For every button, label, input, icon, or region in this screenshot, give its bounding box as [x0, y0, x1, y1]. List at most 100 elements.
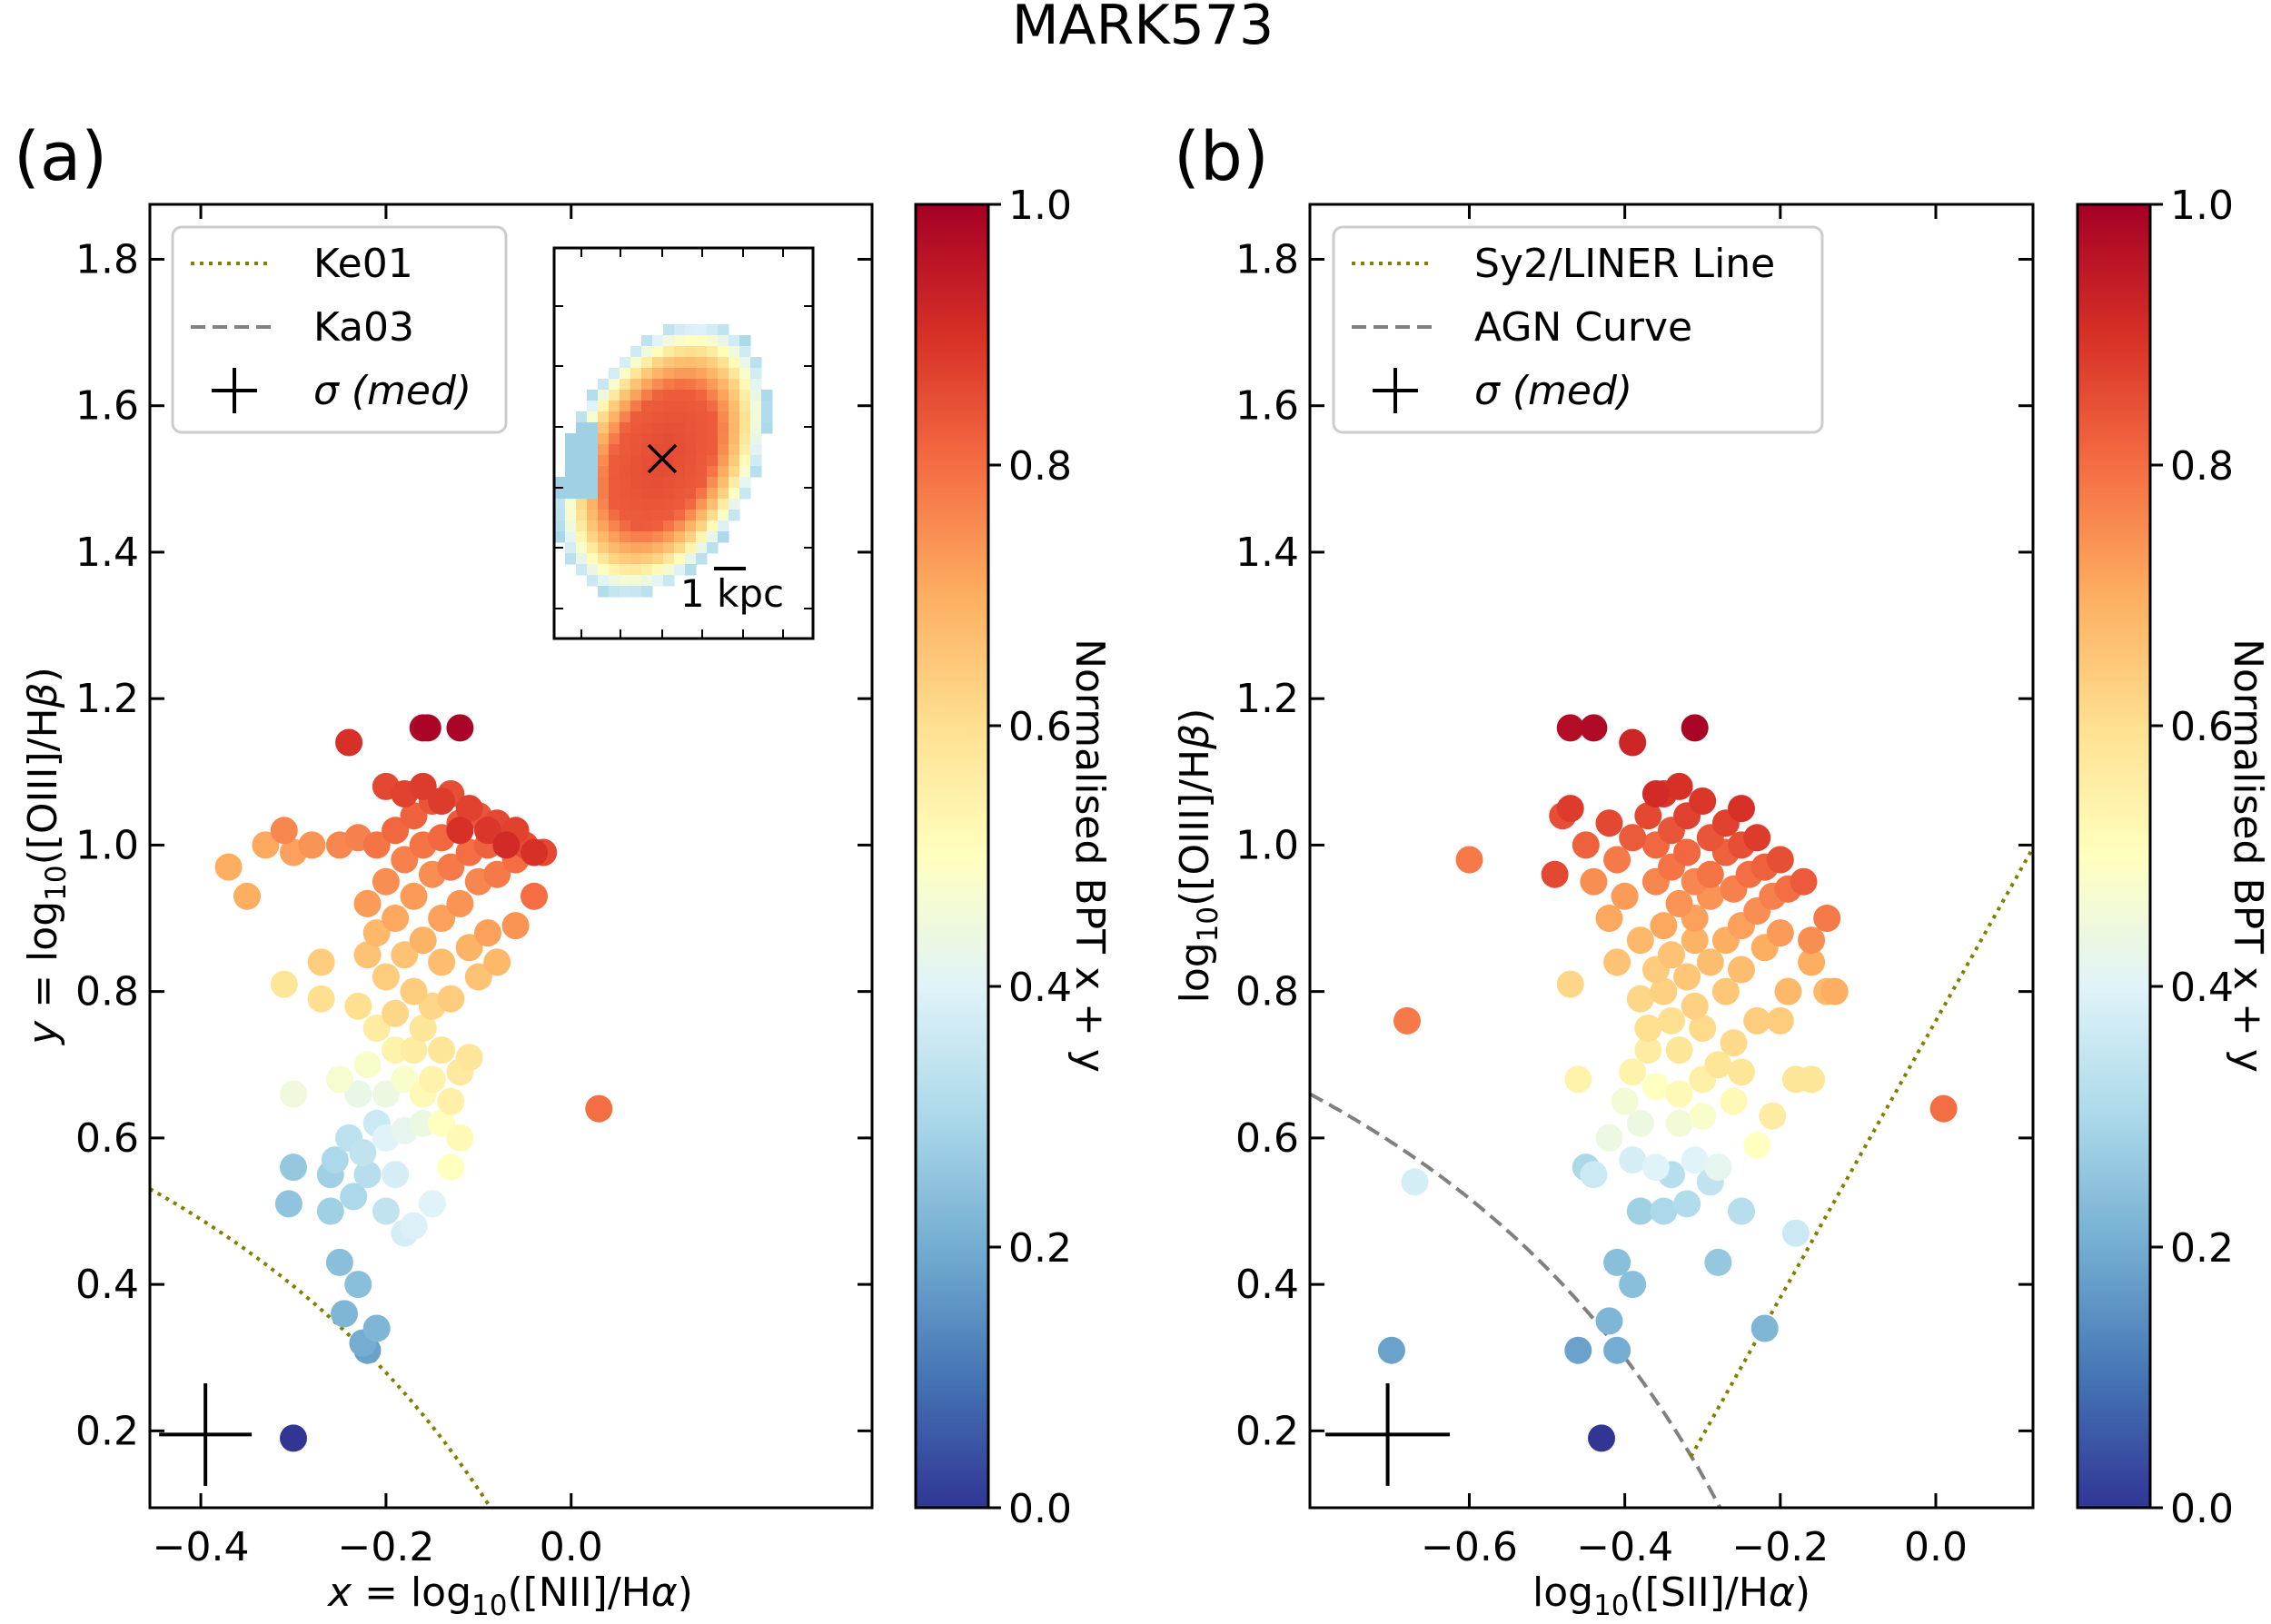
inset-pixel	[685, 520, 697, 532]
inset-pixel	[685, 346, 697, 358]
inset-pixel	[630, 444, 642, 456]
data-point	[1603, 846, 1631, 874]
data-point	[372, 1080, 400, 1108]
data-point	[391, 846, 419, 874]
inset-pixel	[587, 422, 599, 434]
data-point	[455, 795, 483, 823]
data-point	[1728, 1197, 1755, 1225]
inset-pixel	[685, 499, 697, 510]
inset-pixel	[696, 401, 708, 412]
data-point	[1704, 1154, 1732, 1182]
inset-pixel	[674, 390, 686, 401]
inset-pixel	[663, 324, 675, 336]
inset-pixel	[576, 422, 588, 434]
inset-pixel	[718, 510, 729, 521]
legend-sigma-label: σ (med)	[313, 368, 471, 414]
inset-pixel	[707, 477, 719, 489]
inset-pixel	[739, 379, 751, 391]
inset-pixel	[641, 466, 653, 478]
data-point	[1572, 831, 1600, 859]
inset-pixel	[718, 466, 729, 478]
inset-pixel	[750, 368, 762, 380]
inset-pixel	[620, 499, 631, 510]
inset-pixel	[718, 357, 729, 369]
inset-pixel	[696, 346, 708, 358]
inset-pixel	[663, 520, 675, 532]
inset-pixel	[576, 411, 588, 423]
data-point	[252, 831, 280, 859]
data-point	[1455, 846, 1483, 874]
colorbar-b-label: Normalised BPT x + y	[2225, 639, 2271, 1073]
inset-frame	[552, 246, 815, 640]
inset-pixel	[620, 444, 631, 456]
inset-pixel	[729, 368, 740, 380]
data-point	[1595, 1124, 1623, 1152]
inset-pixel	[609, 422, 620, 434]
inset-pixel	[598, 477, 610, 489]
inset-pixel	[641, 488, 653, 500]
data-point	[1611, 1087, 1639, 1115]
data-point	[1556, 795, 1584, 823]
inset-pixel	[609, 466, 620, 478]
y-tick-label: 0.4	[75, 1262, 139, 1308]
inset-pixel	[707, 357, 719, 369]
inset-pixel	[554, 531, 566, 543]
inset-pixel	[598, 444, 610, 456]
inset-pixel	[674, 401, 686, 412]
inset-pixel	[750, 401, 762, 412]
data-point	[455, 1044, 483, 1072]
inset-pixel	[641, 510, 653, 521]
data-point	[428, 948, 456, 976]
data-point	[391, 1065, 419, 1094]
data-point	[1673, 838, 1701, 866]
inset-pixel	[652, 411, 664, 423]
inset-pixel	[587, 510, 599, 521]
inset-pixel	[696, 499, 708, 510]
inset-pixel	[598, 531, 610, 543]
inset-pixel	[685, 368, 697, 380]
data-point	[400, 977, 428, 1005]
inset-pixel	[576, 444, 588, 456]
inset-pixel	[663, 346, 675, 358]
data-point	[1603, 1248, 1631, 1276]
inset-pixel	[696, 357, 708, 369]
y-tick-label: 0.4	[1235, 1262, 1299, 1308]
inset-pixel	[598, 390, 610, 401]
inset-pixel	[587, 575, 599, 587]
inset-pixel	[685, 542, 697, 554]
x-tick-label: −0.6	[1421, 1524, 1518, 1570]
inset-pixel	[652, 390, 664, 401]
inset-pixel	[630, 586, 642, 598]
data-point	[298, 831, 326, 859]
inset-pixel	[630, 510, 642, 521]
legend-sigma-label: σ (med)	[1474, 368, 1632, 414]
data-point	[362, 919, 391, 947]
inset-pixel	[587, 499, 599, 510]
data-point	[382, 905, 410, 932]
inset-pixel	[663, 368, 675, 380]
data-point	[521, 838, 548, 866]
inset-pixel	[576, 433, 588, 445]
data-point	[492, 831, 521, 859]
data-point	[1689, 1015, 1717, 1042]
data-point	[1750, 1314, 1779, 1342]
data-point	[325, 1065, 353, 1094]
inset-pixel	[718, 324, 729, 336]
inset-pixel	[620, 575, 631, 587]
data-point	[1619, 728, 1647, 757]
data-point	[316, 1197, 344, 1225]
panel-a-error-bar	[159, 1382, 253, 1486]
inset-pixel	[598, 520, 610, 532]
data-point	[474, 817, 501, 845]
inset-pixel	[641, 564, 653, 576]
data-point	[1619, 1058, 1647, 1086]
inset-pixel	[598, 411, 610, 423]
inset-pixel	[620, 531, 631, 543]
data-point	[331, 1300, 358, 1328]
inset-pixel	[663, 510, 675, 521]
inset-pixel	[598, 542, 610, 554]
inset-pixel	[685, 357, 697, 369]
data-point	[233, 882, 261, 910]
inset-pixel	[718, 346, 729, 358]
data-point	[274, 1190, 302, 1218]
